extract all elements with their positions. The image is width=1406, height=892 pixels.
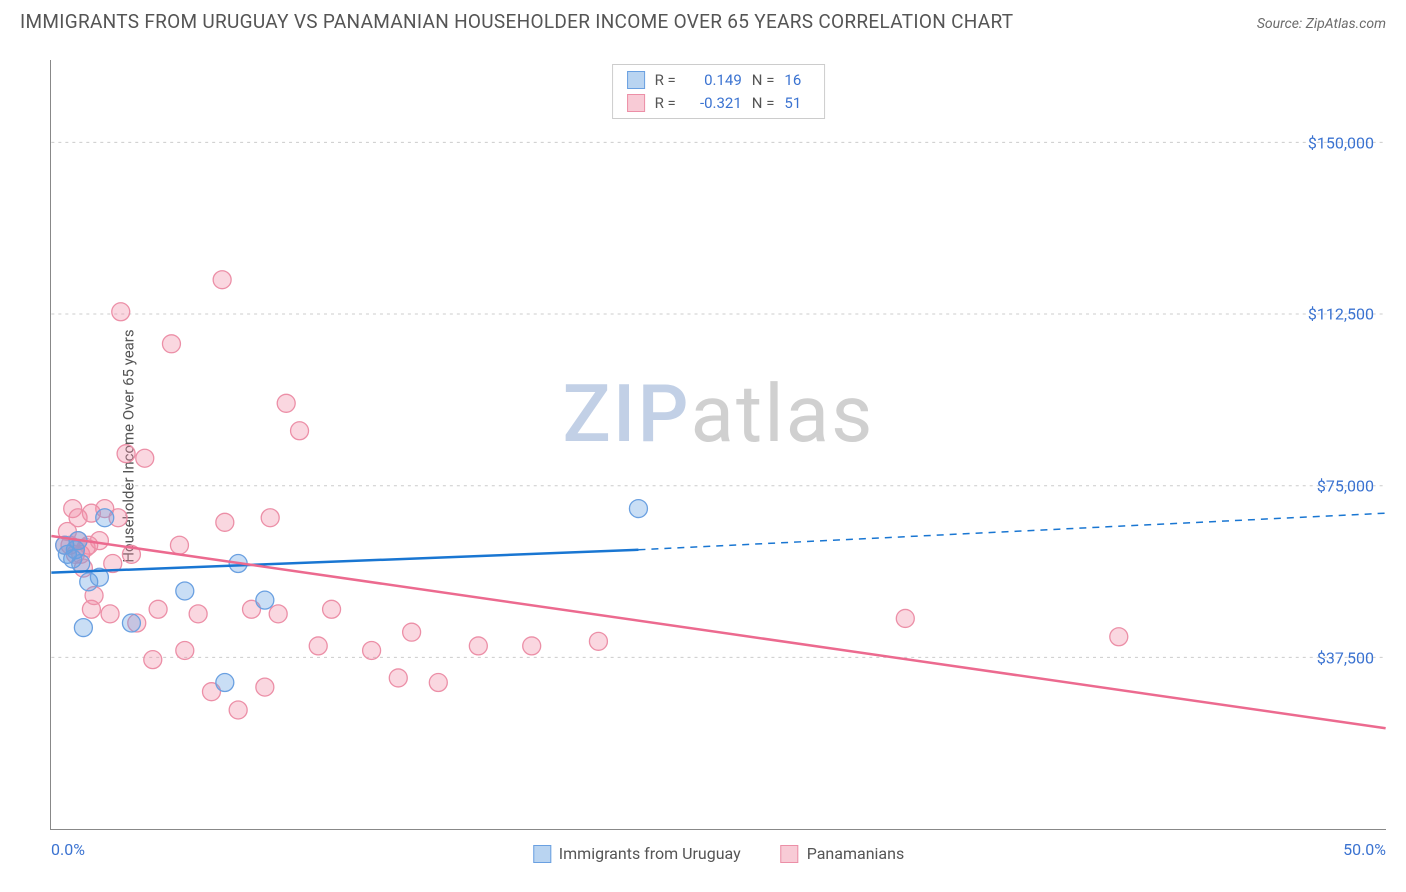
data-point bbox=[176, 641, 194, 659]
data-point bbox=[277, 394, 295, 412]
swatch-blue-icon bbox=[627, 71, 645, 89]
data-point bbox=[589, 632, 607, 650]
r-value-panamanians: -0.321 bbox=[686, 92, 742, 115]
n-value-panamanians: 51 bbox=[784, 92, 810, 115]
y-tick-label: $75,000 bbox=[1317, 477, 1374, 496]
legend-label-uruguay: Immigrants from Uruguay bbox=[559, 844, 741, 863]
plot-area: ZIPatlas $37,500$75,000$112,500$150,000 … bbox=[50, 60, 1386, 830]
data-point bbox=[176, 582, 194, 600]
x-axis-max-label: 50.0% bbox=[1343, 840, 1386, 859]
series-legend: Immigrants from Uruguay Panamanians bbox=[533, 844, 904, 863]
y-tick-label: $150,000 bbox=[1308, 133, 1374, 152]
data-point bbox=[216, 513, 234, 531]
correlation-row-panamanians: R = -0.321 N = 51 bbox=[627, 92, 811, 115]
data-point bbox=[261, 509, 279, 527]
swatch-pink-icon bbox=[781, 845, 799, 863]
data-point bbox=[112, 303, 130, 321]
data-point bbox=[629, 500, 647, 518]
data-point bbox=[429, 674, 447, 692]
data-point bbox=[216, 674, 234, 692]
data-point bbox=[323, 600, 341, 618]
chart-header: IMMIGRANTS FROM URUGUAY VS PANAMANIAN HO… bbox=[0, 0, 1406, 39]
scatter-svg bbox=[51, 60, 1386, 829]
y-tick-label: $37,500 bbox=[1317, 649, 1374, 668]
swatch-blue-icon bbox=[533, 845, 551, 863]
data-point bbox=[96, 509, 114, 527]
data-point bbox=[403, 623, 421, 641]
data-point bbox=[149, 600, 167, 618]
data-point bbox=[101, 605, 119, 623]
data-point bbox=[269, 605, 287, 623]
r-label: R = bbox=[655, 92, 676, 115]
data-point bbox=[122, 614, 140, 632]
data-point bbox=[469, 637, 487, 655]
chart-title: IMMIGRANTS FROM URUGUAY VS PANAMANIAN HO… bbox=[20, 10, 1013, 33]
data-point bbox=[189, 605, 207, 623]
data-point bbox=[256, 591, 274, 609]
n-value-uruguay: 16 bbox=[784, 69, 810, 92]
n-label: N = bbox=[752, 92, 775, 115]
legend-label-panamanians: Panamanians bbox=[807, 844, 905, 863]
swatch-pink-icon bbox=[627, 94, 645, 112]
y-tick-label: $112,500 bbox=[1308, 305, 1374, 324]
data-point bbox=[291, 422, 309, 440]
data-point bbox=[170, 536, 188, 554]
legend-item-uruguay: Immigrants from Uruguay bbox=[533, 844, 741, 863]
data-point bbox=[523, 637, 541, 655]
data-point bbox=[162, 335, 180, 353]
data-point bbox=[117, 445, 135, 463]
data-point bbox=[213, 271, 231, 289]
n-label: N = bbox=[752, 69, 775, 92]
data-point bbox=[1110, 628, 1128, 646]
data-point bbox=[229, 701, 247, 719]
data-point bbox=[72, 555, 90, 573]
correlation-row-uruguay: R = 0.149 N = 16 bbox=[627, 69, 811, 92]
data-point bbox=[389, 669, 407, 687]
correlation-legend: R = 0.149 N = 16 R = -0.321 N = 51 bbox=[612, 64, 826, 119]
legend-item-panamanians: Panamanians bbox=[781, 844, 905, 863]
data-point bbox=[74, 619, 92, 637]
data-point bbox=[136, 449, 154, 467]
data-point bbox=[309, 637, 327, 655]
data-point bbox=[144, 651, 162, 669]
data-point bbox=[363, 641, 381, 659]
r-value-uruguay: 0.149 bbox=[686, 69, 742, 92]
data-point bbox=[896, 609, 914, 627]
x-axis-min-label: 0.0% bbox=[51, 840, 85, 859]
r-label: R = bbox=[655, 69, 676, 92]
chart-source: Source: ZipAtlas.com bbox=[1257, 16, 1386, 32]
data-point bbox=[256, 678, 274, 696]
